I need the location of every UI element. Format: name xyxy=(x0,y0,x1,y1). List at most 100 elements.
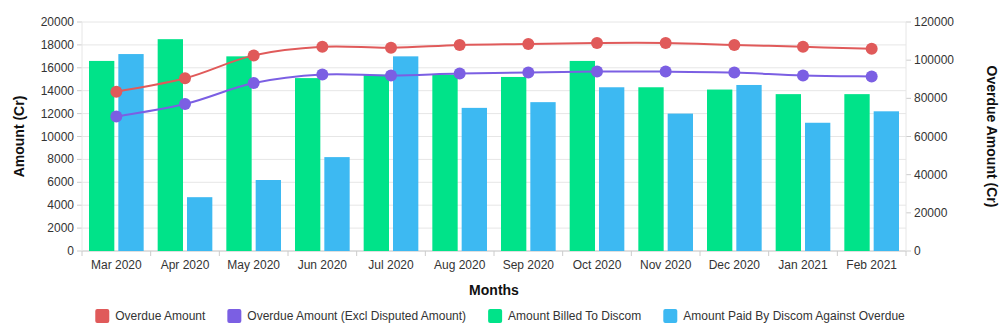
y2-tick xyxy=(906,22,911,23)
y2-tick xyxy=(906,174,911,175)
y-tick xyxy=(77,44,82,45)
marker xyxy=(591,66,603,78)
y-tick-label: 12000 xyxy=(41,107,75,121)
marker xyxy=(797,41,809,53)
x-tick-label: Nov 2020 xyxy=(640,258,692,272)
marker xyxy=(179,72,191,84)
x-tick-label: Mar 2020 xyxy=(91,258,142,272)
y2-tick-label: 0 xyxy=(914,244,921,258)
y-tick-label: 8000 xyxy=(47,152,74,166)
y-tick xyxy=(77,159,82,160)
x-tick xyxy=(494,251,495,256)
y-tick-label: 2000 xyxy=(47,221,74,235)
legend-swatch xyxy=(95,309,109,323)
x-tick-label: Oct 2020 xyxy=(573,258,622,272)
marker xyxy=(591,37,603,49)
y2-axis xyxy=(906,22,907,251)
y2-tick-label: 20000 xyxy=(914,206,948,220)
x-tick xyxy=(837,251,838,256)
bar xyxy=(736,85,761,251)
y-tick-label: 4000 xyxy=(47,198,74,212)
bar xyxy=(432,75,457,251)
x-tick-label: Feb 2021 xyxy=(846,258,897,272)
y-tick-label: 0 xyxy=(67,244,74,258)
y2-tick-label: 120000 xyxy=(914,15,954,29)
bar xyxy=(187,197,212,251)
y-tick xyxy=(77,228,82,229)
legend-label: Amount Billed To Discom xyxy=(508,309,641,323)
x-axis-title: Months xyxy=(469,282,519,298)
legend-label: Overdue Amount (Excl Disputed Amount) xyxy=(247,309,466,323)
marker xyxy=(248,77,260,89)
marker xyxy=(728,39,740,51)
legend-item: Overdue Amount xyxy=(95,309,206,323)
y-tick-label: 20000 xyxy=(41,15,75,29)
bar xyxy=(501,77,526,251)
y2-tick-label: 60000 xyxy=(914,130,948,144)
bar xyxy=(844,94,869,251)
marker xyxy=(110,86,122,98)
x-tick xyxy=(356,251,357,256)
bar xyxy=(570,61,595,251)
bar xyxy=(805,123,830,251)
legend-item: Amount Billed To Discom xyxy=(488,309,641,323)
marker xyxy=(248,49,260,61)
bar xyxy=(707,90,732,251)
y-tick-label: 16000 xyxy=(41,61,75,75)
legend-item: Amount Paid By Discom Against Overdue xyxy=(663,309,905,323)
y-tick xyxy=(77,136,82,137)
marker xyxy=(385,69,397,81)
y2-tick-label: 40000 xyxy=(914,168,948,182)
bar xyxy=(530,102,555,251)
bar xyxy=(226,56,251,251)
y2-tick-label: 80000 xyxy=(914,91,948,105)
marker xyxy=(660,37,672,49)
legend-label: Amount Paid By Discom Against Overdue xyxy=(683,309,905,323)
x-tick xyxy=(631,251,632,256)
bar xyxy=(295,78,320,251)
bar xyxy=(118,54,143,251)
marker xyxy=(316,68,328,80)
bar xyxy=(364,75,389,251)
legend: Overdue Amount Overdue Amount (Excl Dispu… xyxy=(95,309,905,323)
grid-line xyxy=(82,67,906,68)
bar xyxy=(776,94,801,251)
marker xyxy=(316,41,328,53)
x-tick-label: Jan 2021 xyxy=(778,258,828,272)
x-tick xyxy=(700,251,701,256)
y-tick-label: 14000 xyxy=(41,84,75,98)
legend-swatch xyxy=(663,309,677,323)
y-tick xyxy=(77,22,82,23)
y2-axis-title: Overdue Amount (Cr) xyxy=(984,66,1000,208)
grid-line xyxy=(82,22,906,23)
y2-tick xyxy=(906,251,911,252)
y-tick xyxy=(77,205,82,206)
y2-tick-label: 100000 xyxy=(914,53,954,67)
y-tick xyxy=(77,113,82,114)
bar xyxy=(158,39,183,251)
x-tick-label: Sep 2020 xyxy=(503,258,555,272)
y2-tick xyxy=(906,98,911,99)
x-tick-label: Aug 2020 xyxy=(434,258,486,272)
marker xyxy=(866,43,878,55)
bar xyxy=(89,61,114,251)
x-tick xyxy=(219,251,220,256)
x-tick xyxy=(425,251,426,256)
x-tick xyxy=(562,251,563,256)
marker xyxy=(522,38,534,50)
x-tick xyxy=(150,251,151,256)
bar xyxy=(874,111,899,251)
x-tick-label: Apr 2020 xyxy=(161,258,210,272)
y-tick xyxy=(77,251,82,252)
bar xyxy=(393,56,418,251)
legend-item: Overdue Amount (Excl Disputed Amount) xyxy=(227,309,466,323)
x-tick-label: Dec 2020 xyxy=(709,258,761,272)
marker xyxy=(110,110,122,122)
bar xyxy=(256,180,281,251)
x-tick xyxy=(768,251,769,256)
y-tick xyxy=(77,90,82,91)
marker xyxy=(454,68,466,80)
legend-swatch xyxy=(227,309,241,323)
bar xyxy=(668,114,693,251)
y2-tick xyxy=(906,212,911,213)
